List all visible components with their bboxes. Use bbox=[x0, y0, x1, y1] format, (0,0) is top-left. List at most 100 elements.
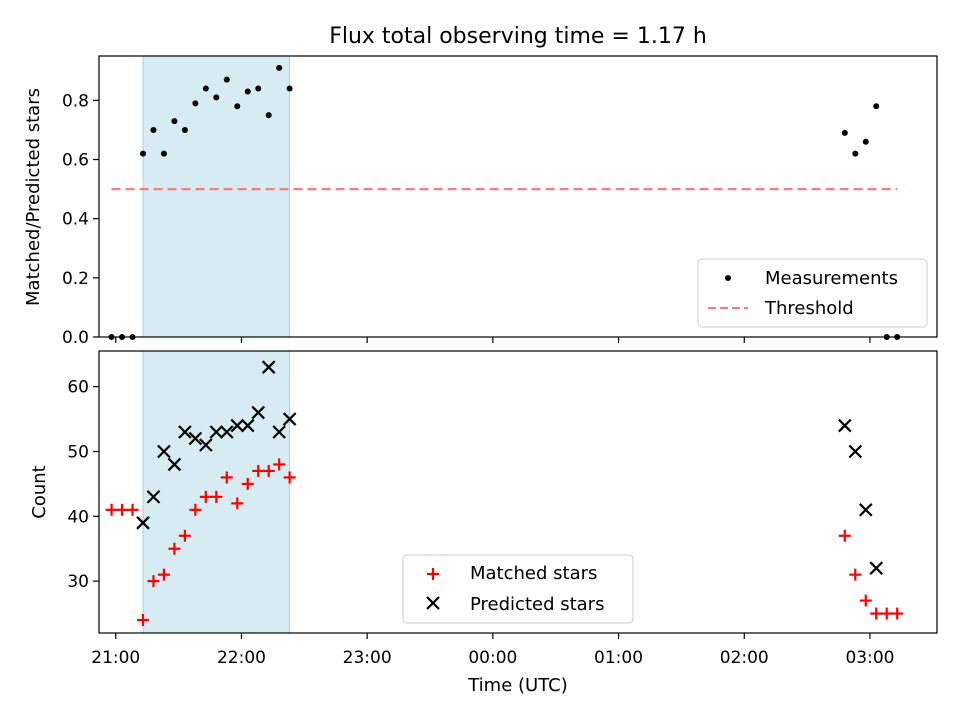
x-tick-label: 03:00 bbox=[845, 648, 894, 668]
predicted-stars-point bbox=[282, 412, 297, 426]
matched-stars-point bbox=[891, 607, 904, 620]
x-tick-label: 02:00 bbox=[720, 648, 769, 668]
matched-stars-point bbox=[273, 458, 286, 471]
predicted-stars-point bbox=[848, 444, 863, 459]
matched-stars-point bbox=[210, 490, 223, 503]
bottom-y-axis-label: Count bbox=[29, 465, 50, 518]
y-tick-label: 40 bbox=[67, 507, 89, 527]
matched-stars-point bbox=[199, 490, 212, 503]
y-tick-label: 0.2 bbox=[62, 269, 89, 289]
measurement-point bbox=[160, 150, 167, 157]
matched-stars-point bbox=[116, 503, 129, 516]
measurement-point bbox=[202, 85, 209, 92]
x-tick-label: 00:00 bbox=[468, 648, 517, 668]
x-tick-label: 22:00 bbox=[217, 648, 266, 668]
predicted-stars-point bbox=[157, 444, 171, 459]
measurement-point bbox=[265, 112, 272, 119]
matched-stars-point bbox=[241, 477, 254, 490]
matched-stars-point bbox=[231, 497, 244, 510]
y-tick-label: 60 bbox=[67, 378, 89, 398]
legend-measurements-label: Measurements bbox=[765, 268, 898, 289]
measurement-point bbox=[139, 150, 146, 157]
measurement-point bbox=[150, 126, 157, 133]
legend-matched-marker bbox=[427, 568, 439, 580]
x-tick-label: 23:00 bbox=[343, 648, 392, 668]
top-panel-marks bbox=[108, 64, 901, 340]
measurement-point bbox=[223, 76, 230, 83]
matched-stars-point bbox=[105, 503, 118, 516]
matched-stars-point bbox=[168, 542, 181, 555]
legend-predicted-marker bbox=[426, 596, 440, 610]
predicted-stars-point bbox=[230, 418, 245, 433]
measurement-point bbox=[255, 85, 262, 92]
y-tick-label: 0.4 bbox=[62, 210, 89, 230]
matched-stars-point bbox=[157, 568, 170, 581]
top-panel: 0.00.20.40.60.8 Matched/Predicted stars … bbox=[23, 55, 938, 348]
legend-predicted-label: Predicted stars bbox=[470, 594, 604, 615]
predicted-stars-point bbox=[136, 516, 150, 530]
predicted-stars-point bbox=[272, 425, 286, 439]
measurement-point bbox=[234, 103, 241, 110]
matched-stars-point bbox=[252, 464, 265, 477]
predicted-stars-point bbox=[261, 360, 276, 374]
y-tick-label: 0.0 bbox=[62, 328, 89, 348]
legend-matched-label: Matched stars bbox=[470, 563, 597, 584]
predicted-stars-point bbox=[188, 431, 203, 446]
matched-stars-point bbox=[189, 503, 202, 516]
top-y-axis-label: Matched/Predicted stars bbox=[23, 88, 44, 306]
legend-measurements-marker bbox=[725, 275, 731, 281]
measurement-point bbox=[873, 103, 880, 110]
bottom-y-axis: 30 40 50 60 bbox=[67, 378, 99, 592]
predicted-stars-point bbox=[167, 457, 182, 472]
matched-stars-point bbox=[838, 529, 851, 542]
top-panel-frame bbox=[98, 55, 938, 338]
measurement-point bbox=[171, 118, 178, 125]
measurement-point bbox=[862, 138, 869, 145]
x-axis-label: Time (UTC) bbox=[467, 675, 568, 696]
top-legend: Measurements Threshold bbox=[697, 258, 928, 328]
matched-stars-point bbox=[262, 464, 275, 477]
matched-stars-point bbox=[147, 575, 160, 588]
legend-threshold-label: Threshold bbox=[764, 298, 854, 319]
predicted-stars-point bbox=[199, 438, 213, 452]
measurement-point bbox=[286, 85, 293, 92]
measurement-point bbox=[213, 94, 220, 101]
predicted-stars-point bbox=[178, 425, 192, 439]
y-tick-label: 30 bbox=[67, 572, 89, 592]
predicted-stars-point bbox=[869, 561, 884, 575]
matched-stars-point bbox=[870, 607, 883, 620]
measurement-point bbox=[276, 64, 283, 71]
measurement-point bbox=[181, 126, 188, 133]
bottom-panel: 30 40 50 60 21:00 22:00 23:00 00:00 01:00 02:00 0… bbox=[29, 350, 938, 696]
matched-stars-point bbox=[126, 503, 139, 516]
bottom-panel-frame bbox=[98, 350, 938, 634]
top-y-axis: 0.0 0.2 0.4 0.6 0.8 bbox=[62, 91, 99, 348]
predicted-stars-point bbox=[240, 418, 255, 433]
matched-stars-point bbox=[880, 607, 893, 620]
matched-stars-point bbox=[220, 471, 233, 484]
bottom-legend-box bbox=[402, 554, 634, 624]
x-tick-label: 21:00 bbox=[91, 648, 140, 668]
top-x-ticks bbox=[115, 337, 871, 343]
chart-title: Flux total observing time = 1.17 h bbox=[329, 24, 707, 49]
y-tick-label: 0.6 bbox=[62, 151, 89, 171]
matched-stars-point bbox=[849, 568, 862, 581]
y-tick-label: 0.8 bbox=[62, 91, 89, 111]
predicted-stars-point bbox=[838, 418, 852, 433]
x-tick-label: 01:00 bbox=[594, 648, 643, 668]
bottom-x-axis: 21:00 22:00 23:00 00:00 01:00 02:00 03:00 bbox=[91, 633, 894, 668]
predicted-stars-point bbox=[209, 425, 224, 439]
matched-stars-point bbox=[178, 529, 191, 542]
bottom-panel-marks bbox=[105, 360, 904, 627]
matched-stars-point bbox=[136, 614, 149, 627]
predicted-stars-point bbox=[220, 425, 234, 439]
measurement-point bbox=[852, 150, 859, 157]
bottom-legend: Matched stars Predicted stars bbox=[402, 554, 634, 624]
measurement-point bbox=[244, 88, 251, 95]
y-tick-label: 50 bbox=[67, 442, 89, 462]
observing-window-highlight bbox=[142, 55, 291, 338]
matched-stars-point bbox=[283, 471, 296, 484]
matched-stars-point bbox=[859, 594, 872, 607]
measurement-point bbox=[192, 100, 199, 107]
